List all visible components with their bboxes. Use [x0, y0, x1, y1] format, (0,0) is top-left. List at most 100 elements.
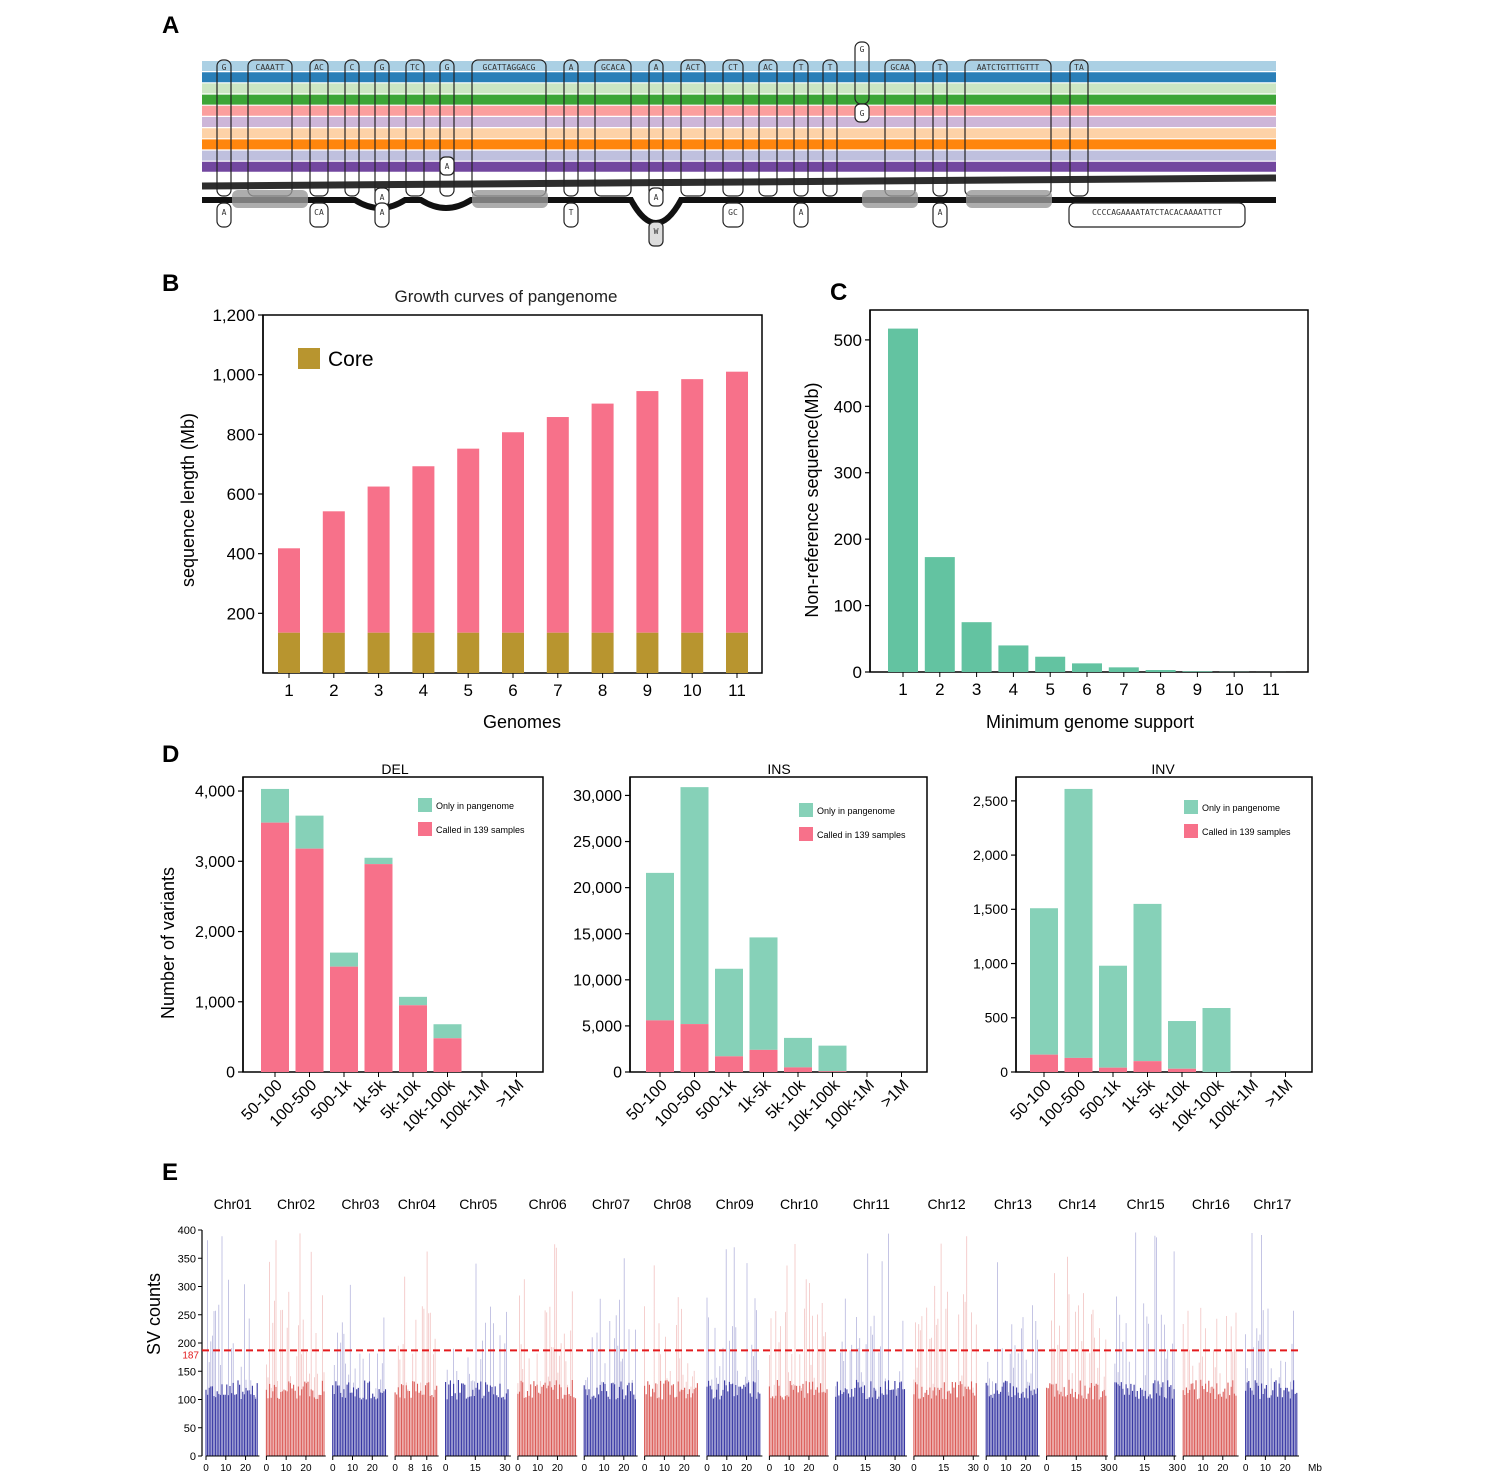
chart-c-xtick-label: 9 [1193, 680, 1202, 699]
chart-e-sv-bars [265, 1380, 325, 1456]
chart-d-inv-bar-only [1030, 908, 1058, 1055]
chart-b-bar-core [681, 632, 704, 673]
chart-d-del-ytick-label: 0 [226, 1065, 235, 1082]
chart-e-sv-bars [1046, 1379, 1107, 1456]
panel-c-nonref-chart: Minimum genome support Non-reference seq… [802, 309, 1309, 732]
graph-node-label: A [654, 63, 659, 72]
graph-node-label: CAAATT [256, 63, 285, 72]
graph-node [1069, 59, 1089, 197]
chart-e-chrom-label: Chr07 [592, 1196, 630, 1212]
chart-d-ins-bar-called [784, 1067, 812, 1072]
chart-d-del-xtick-label: 500-1k [308, 1076, 355, 1123]
chart-b-bar-total [546, 417, 569, 633]
graph-node [793, 202, 809, 228]
graph-shared-segment [472, 190, 548, 208]
graph-node [793, 59, 809, 197]
chart-b-xlabel: Genomes [483, 712, 561, 732]
graph-node-label: GC [728, 208, 738, 217]
graph-shared-segment [966, 190, 1052, 208]
chart-d-del-ytick-label: 3,000 [195, 854, 235, 871]
chart-e-ytick-label: 300 [178, 1282, 196, 1294]
graph-node [648, 187, 664, 207]
chart-b-xtick-label: 2 [329, 681, 338, 700]
chart-c-xlabel: Minimum genome support [986, 712, 1194, 732]
chart-d-del-bar-only [433, 1024, 462, 1039]
chart-c-bar [1035, 656, 1066, 672]
chart-d-inv-legend-swatch-called [1184, 824, 1198, 838]
chart-b-bar-total [502, 432, 524, 633]
chart-e-sv-bars [1182, 1379, 1237, 1456]
chart-d-ins-bar-called [680, 1024, 709, 1072]
chart-e-sv-bars-peak [987, 1262, 1038, 1399]
chart-e-sv-bars-peak [835, 1233, 904, 1399]
chart-d-inv-xtick-label: 500-1k [1077, 1076, 1124, 1123]
chart-e-xtick-label: 10 [659, 1463, 671, 1474]
chart-b-ytick-label: 600 [227, 485, 255, 504]
chart-d-del-ytick-label: 4,000 [195, 784, 235, 801]
chart-e-xtick-label: 0 [704, 1463, 710, 1474]
chart-d-ins-bar-only [646, 872, 674, 1021]
chart-e-xtick-label: 20 [1280, 1463, 1292, 1474]
chart-e-xtick-label: 15 [1139, 1463, 1151, 1474]
chart-e-chrom-label: Chr16 [1192, 1196, 1230, 1212]
chart-e-sv-bars-peak [1245, 1233, 1294, 1399]
chart-e-xtick-label: 20 [618, 1463, 630, 1474]
chart-e-sv-bars-peak [706, 1247, 759, 1400]
chart-b-bar-total [412, 466, 435, 633]
chart-d-inv-legend-label-only: Only in pangenome [1202, 803, 1280, 813]
chart-d-del-bar-only [295, 815, 324, 849]
chart-e-xtick-label: 30 [1100, 1463, 1112, 1474]
chart-e-xtick-label: 15 [938, 1463, 950, 1474]
chart-b-ytick-label: 200 [227, 604, 255, 623]
chart-e-xtick-label: 10 [532, 1463, 544, 1474]
graph-node-label: ACT [686, 63, 701, 72]
graph-node-label: A [380, 208, 385, 217]
graph-node-label: A [799, 208, 804, 217]
chart-e-ytick-label: 400 [178, 1225, 196, 1237]
chart-d-ins-legend-label-only: Only in pangenome [817, 806, 895, 816]
chart-e-xtick-label: 30 [889, 1463, 901, 1474]
graph-node [439, 59, 455, 197]
chart-e-chrom-label: Chr03 [341, 1196, 379, 1212]
chart-c-xtick-label: 7 [1119, 680, 1128, 699]
chart-e-xtick-label: 0 [1044, 1463, 1050, 1474]
chart-d-ins-bar-called [715, 1056, 743, 1072]
chart-b-ytick-label: 1,200 [212, 306, 255, 325]
chart-e-xtick-label: 15 [470, 1463, 482, 1474]
chart-b-bar-core [591, 632, 614, 673]
chart-d-del-bar-called [399, 1005, 427, 1072]
chart-d-inv-ytick-label: 2,500 [973, 793, 1008, 809]
chart-d-inv-ytick-label: 0 [1000, 1064, 1008, 1080]
chart-d-ins-bar-only [818, 1045, 847, 1072]
panel-e-sv-distribution: SV counts 050100150200250300350400Chr010… [144, 1196, 1322, 1474]
chart-b-bar-core [412, 632, 435, 673]
chart-e-xtick-label: 10 [598, 1463, 610, 1474]
graph-node-label: GCACA [601, 63, 625, 72]
chart-b-bar-core [502, 632, 524, 673]
panel-label-c: C [830, 279, 847, 306]
panel-a-variation-graph: G CAAATT AC C G TC G GCATTAGGACG A GCACA A ACT CT AC T… [201, 41, 1277, 247]
chart-d-inv-title: INV [1151, 761, 1175, 777]
graph-shared-segment [232, 190, 308, 208]
graph-node [344, 59, 360, 197]
chart-e-ytick-label: 350 [178, 1253, 196, 1265]
chart-c-bar [1072, 663, 1102, 672]
chart-e-threshold-label: 187 [182, 1350, 199, 1361]
graph-node-label: A [222, 208, 227, 217]
chart-d-inv-bar-called [1099, 1067, 1127, 1072]
chart-e-ytick-label: 250 [178, 1310, 196, 1322]
graph-node-label: CCCCAGAAAATATCTACACAAAATTCT [1092, 208, 1222, 217]
chart-e-sv-bars [583, 1381, 636, 1456]
chart-c-bar [1145, 670, 1176, 672]
chart-e-chrom-label: Chr12 [927, 1196, 965, 1212]
graph-node-label: T [938, 63, 943, 72]
chart-e-xtick-label: 20 [679, 1463, 691, 1474]
chart-d-ins-ytick-label: 25,000 [573, 834, 622, 851]
chart-c-bar [961, 622, 992, 672]
chart-e-chrom-label: Chr08 [653, 1196, 691, 1212]
graph-node [405, 59, 425, 197]
chart-d-del-bar-only [364, 857, 393, 865]
chart-d-ylabel: Number of variants [158, 867, 178, 1019]
chart-d-del-legend-swatch-only [418, 798, 432, 812]
chart-b-bar-core [367, 632, 390, 673]
